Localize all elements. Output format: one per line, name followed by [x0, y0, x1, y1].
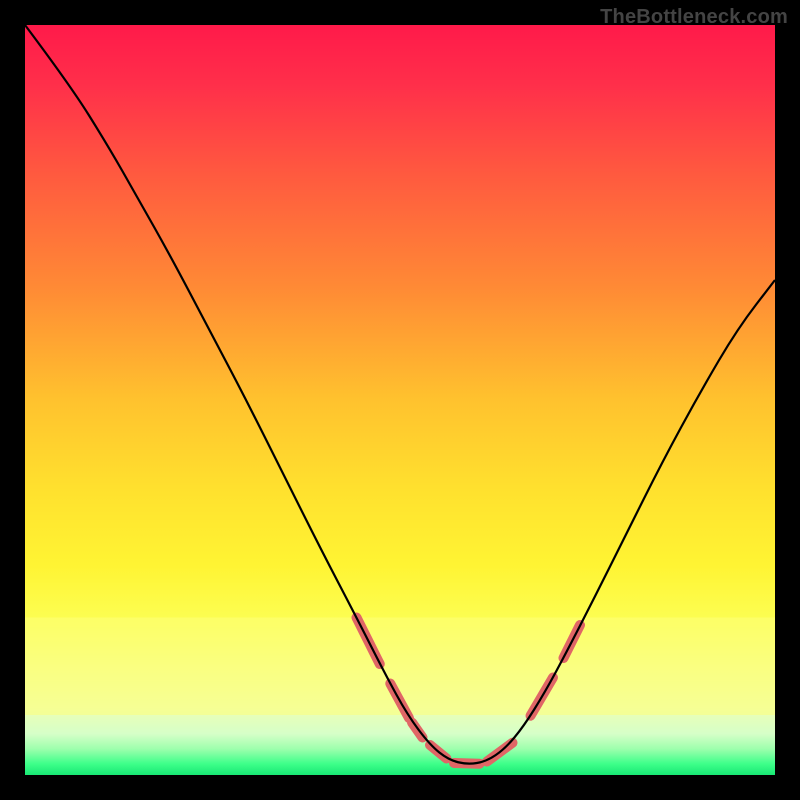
chart-container: TheBottleneck.com [0, 0, 800, 800]
watermark-text: TheBottleneck.com [600, 6, 788, 29]
curve-chart [0, 0, 800, 800]
